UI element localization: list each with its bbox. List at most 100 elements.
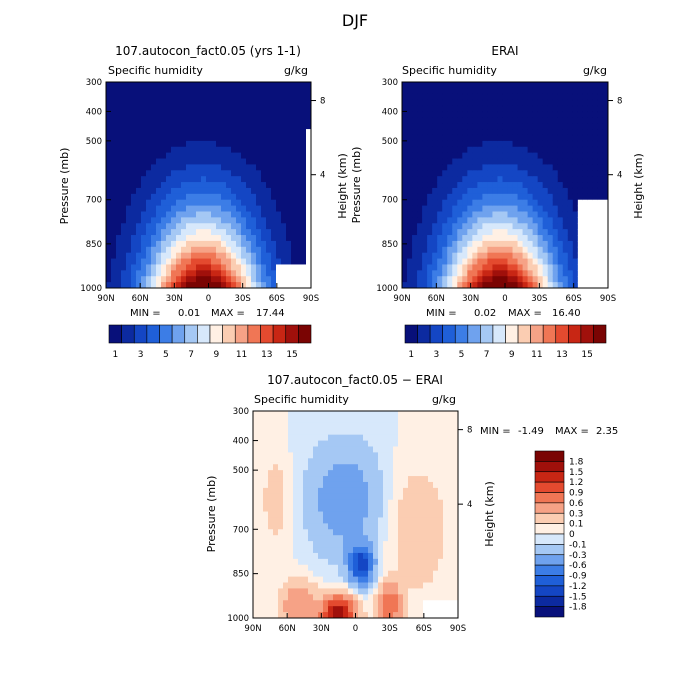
field-cell [211,282,217,288]
field-cell [497,134,504,142]
field-cell [111,87,117,95]
field-cell [562,164,569,171]
field-cell [306,152,311,160]
field-cell [373,493,379,501]
field-cell [166,152,172,160]
field-cell [542,176,549,183]
field-cell [241,146,247,154]
field-cell [418,576,424,584]
field-cell [256,93,262,101]
field-cell [126,235,132,242]
field-cell [398,487,404,495]
field-cell [181,211,187,218]
field-cell [602,252,608,260]
field-cell [453,428,458,436]
field-cell [281,117,287,124]
field-cell [417,217,423,224]
max-value: 17.44 [256,308,285,319]
field-cell [557,105,564,113]
field-cell [423,411,429,418]
field-cell [378,511,384,519]
field-cell [121,164,127,171]
field-cell [236,99,242,107]
field-cell [407,246,413,254]
field-cell [592,99,599,107]
field-cell [447,176,453,183]
field-cell [358,600,364,607]
field-cell [343,523,349,530]
field-cell [291,99,297,107]
field-cell [278,612,284,618]
field-cell [432,252,438,260]
field-cell [452,170,458,177]
field-cell [281,252,287,260]
field-cell [427,146,433,154]
field-cell [323,440,329,448]
field-cell [457,258,463,266]
field-cell [276,129,282,136]
field-cell [301,164,307,171]
field-cell [296,134,302,142]
field-cell [368,558,374,566]
field-cell [273,416,279,424]
field-cell [517,276,524,283]
field-cell [266,164,272,171]
field-cell [427,82,433,89]
field-cell [572,252,579,260]
field-cell [278,458,284,465]
field-cell [363,422,369,430]
field-cell [176,176,182,183]
field-cell [412,246,418,254]
field-cell [422,258,428,266]
field-cell [293,458,299,465]
field-cell [303,535,309,542]
field-cell [368,511,374,519]
field-cell [363,446,369,453]
field-cell [166,246,172,254]
field-cell [303,434,309,442]
field-cell [393,541,399,548]
colorbar-swatch [209,324,223,344]
field-cell [121,158,127,165]
field-cell [403,547,409,554]
field-cell [273,612,279,618]
field-cell [502,93,509,101]
field-cell [383,458,389,465]
field-cell [457,99,463,107]
field-cell [562,152,569,160]
field-cell [412,187,418,195]
field-cell [383,576,389,584]
field-cell [393,570,399,578]
field-cell [201,117,207,124]
colorbar-swatch [534,512,565,524]
field-cell [418,464,424,471]
field-cell [412,229,418,236]
field-cell [462,164,468,171]
field-cell [522,87,529,95]
field-cell [226,193,232,201]
field-cell [423,452,429,459]
field-cell [577,276,584,283]
field-cell [532,235,539,242]
field-cell [577,82,584,89]
field-cell [507,282,514,288]
field-cell [602,199,608,207]
field-cell [201,99,207,107]
field-cell [156,246,162,254]
field-cell [403,541,409,548]
field-cell [296,82,302,89]
field-cell [552,140,559,148]
field-cell [393,594,399,601]
field-cell [517,217,524,224]
field-cell [462,264,468,271]
field-cell [303,541,309,548]
field-cell [126,129,132,136]
field-cell [398,594,404,601]
field-cell [161,99,167,107]
field-cell [547,252,554,260]
field-cell [271,252,277,260]
field-cell [393,493,399,501]
field-cell [261,187,267,195]
field-cell [423,464,429,471]
field-cell [241,282,247,288]
